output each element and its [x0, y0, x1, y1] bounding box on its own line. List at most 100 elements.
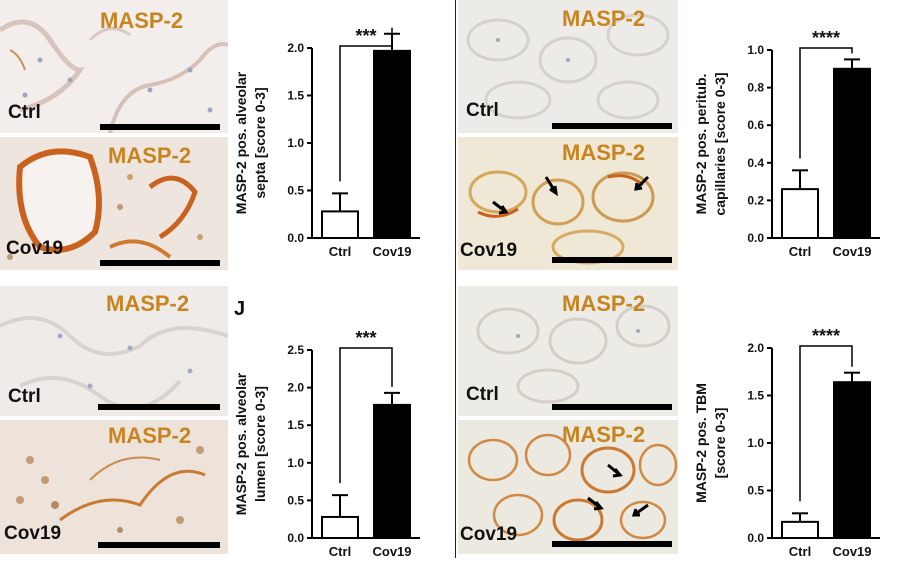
bar-chart-alveolar-septa: 0.0 0.5 1.0 1.5 2.0 MASP-2 pos. alveolar septa…	[233, 26, 420, 259]
y-tick-label: 2.5	[287, 343, 304, 357]
bar-cov19	[373, 403, 411, 540]
significance-bracket	[799, 47, 853, 159]
y-axis-label: MASP-2 pos. TBM	[693, 383, 709, 503]
y-tick-label: 0.0	[747, 231, 764, 245]
group-label: Ctrl	[466, 100, 499, 121]
x-tick-label: Cov19	[832, 544, 871, 558]
y-tick-label: 0.8	[747, 81, 764, 95]
micrograph-texture	[458, 0, 678, 133]
y-tick-label: 1.0	[287, 456, 304, 470]
y-tick-label: 2.0	[287, 381, 304, 395]
significance-stars: ***	[355, 26, 376, 46]
y-axis-label: [score 0-3]	[712, 408, 728, 479]
x-tick-label: Ctrl	[329, 544, 351, 558]
group-label: Ctrl	[8, 386, 41, 407]
y-tick-label: 0.0	[287, 231, 304, 245]
group-label: Cov19	[460, 524, 518, 545]
x-tick-label: Cov19	[832, 244, 871, 259]
micrograph-lung-cov19: MASP-2 Cov19	[0, 137, 228, 270]
micrograph-texture	[0, 137, 228, 270]
y-tick-label: 0.5	[287, 184, 304, 198]
y-axis-label: MASP-2 pos. alveolar	[233, 372, 249, 515]
bar-ctrl	[781, 188, 819, 239]
micrograph-texture	[458, 286, 678, 416]
micrograph-kidney-cov19: MASP-2 Cov19	[458, 137, 678, 270]
scale-bar	[552, 404, 672, 410]
micrograph-texture	[458, 420, 678, 554]
stain-label: MASP-2	[108, 423, 192, 448]
scale-bar	[98, 542, 220, 548]
scale-bar	[552, 541, 672, 547]
y-tick-label: 1.0	[287, 136, 304, 150]
significance-bracket	[339, 27, 393, 182]
micrograph-texture	[0, 286, 228, 416]
bar-chart-peritubular-capillaries: 0.0 0.2 0.4 0.6 0.8 1.0 MASP-2 pos. peritub. ca…	[693, 28, 880, 259]
stain-label: MASP-2	[108, 143, 192, 168]
scale-bar	[552, 257, 672, 263]
x-tick-label: Ctrl	[329, 244, 351, 259]
y-tick-label: 0.5	[287, 493, 304, 507]
micrograph-texture	[458, 137, 678, 270]
x-tick-label: Cov19	[372, 544, 411, 558]
micrograph-texture	[0, 420, 228, 554]
y-tick-label: 1.5	[287, 418, 304, 432]
bar-chart-tbm: 0.0 0.5 1.0 1.5 2.0 MASP-2 pos. TBM [score 0-3…	[693, 326, 880, 558]
scale-bar	[100, 260, 220, 266]
y-tick-label: 0.4	[747, 156, 764, 170]
significance-stars: ****	[812, 28, 840, 48]
y-tick-label: 1.0	[747, 436, 764, 450]
micrograph-kidney-tbm-cov19: MASP-2 Cov19	[458, 420, 678, 554]
y-axis-label: septa [score 0-3]	[252, 87, 268, 198]
scale-bar	[100, 124, 220, 130]
bar-ctrl	[781, 520, 819, 540]
micrograph-lung-lumen-ctrl: MASP-2 Ctrl	[0, 286, 228, 416]
y-tick-label: 0.5	[747, 484, 764, 498]
stain-label: MASP-2	[562, 140, 646, 165]
group-label: Cov19	[460, 240, 518, 261]
micrograph-texture	[0, 0, 228, 133]
stain-label: MASP-2	[106, 291, 190, 316]
significance-stars: ****	[812, 326, 840, 346]
y-tick-label: 2.0	[287, 41, 304, 55]
group-label: Cov19	[4, 523, 62, 544]
stain-label: MASP-2	[100, 8, 184, 33]
y-axis-label: MASP-2 pos. alveolar	[233, 71, 249, 214]
micrograph-lung-ctrl: MASP-2 Ctrl	[0, 0, 228, 133]
y-tick-label: 1.0	[747, 43, 764, 57]
y-axis-label: MASP-2 pos. peritub.	[693, 74, 709, 215]
x-tick-label: Cov19	[372, 244, 411, 259]
bar-cov19	[373, 49, 411, 239]
significance-bracket	[799, 345, 853, 502]
bar-ctrl	[321, 515, 359, 539]
bar-cov19	[833, 67, 871, 239]
x-tick-label: Ctrl	[789, 544, 811, 558]
y-tick-label: 0.0	[287, 531, 304, 545]
bar-ctrl	[321, 210, 359, 239]
y-axis-label: capillaries [score 0-3]	[712, 72, 728, 215]
panel-letter: J	[234, 298, 246, 320]
y-tick-label: 1.5	[287, 89, 304, 103]
group-label: Ctrl	[8, 102, 41, 123]
significance-stars: ***	[355, 328, 376, 348]
scale-bar	[98, 404, 220, 410]
bar-chart-alveolar-lumen: 0.0 0.5 1.0 1.5 2.0 2.5 MASP-2 pos. alveolar lu…	[233, 328, 420, 558]
y-tick-label: 2.0	[747, 341, 764, 355]
y-tick-label: 1.5	[747, 389, 764, 403]
micrograph-kidney-tbm-ctrl: MASP-2 Ctrl	[458, 286, 678, 416]
stain-label: MASP-2	[562, 6, 646, 31]
y-axis-label: lumen [score 0-3]	[252, 386, 268, 502]
y-tick-label: 0.6	[747, 118, 764, 132]
significance-bracket	[339, 347, 393, 484]
x-tick-label: Ctrl	[789, 244, 811, 259]
panel-divider	[455, 0, 456, 558]
stain-label: MASP-2	[562, 422, 646, 447]
stain-label: MASP-2	[562, 291, 646, 316]
micrograph-lung-lumen-cov19: MASP-2 Cov19	[0, 420, 228, 554]
micrograph-kidney-ctrl: MASP-2 Ctrl	[458, 0, 678, 133]
y-tick-label: 0.0	[747, 531, 764, 545]
group-label: Cov19	[6, 238, 64, 259]
group-label: Ctrl	[466, 384, 499, 405]
scale-bar	[552, 123, 672, 129]
y-tick-label: 0.2	[747, 193, 764, 207]
bar-cov19	[833, 381, 871, 539]
